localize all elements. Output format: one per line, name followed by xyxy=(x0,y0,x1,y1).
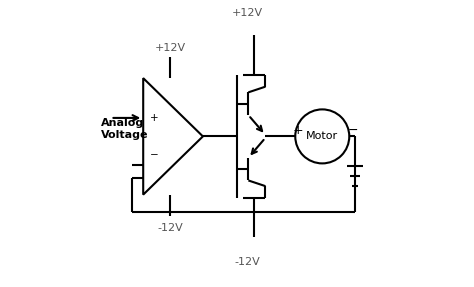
Text: −: − xyxy=(150,150,159,160)
Text: Analog
Voltage: Analog Voltage xyxy=(100,119,148,140)
Text: -12V: -12V xyxy=(234,257,260,267)
Text: +12V: +12V xyxy=(231,8,263,18)
Text: +: + xyxy=(150,113,159,123)
Text: Motor: Motor xyxy=(306,131,338,141)
Text: +12V: +12V xyxy=(155,42,186,53)
Text: −: − xyxy=(348,124,358,137)
Text: -12V: -12V xyxy=(157,223,183,233)
Text: +: + xyxy=(292,124,303,137)
